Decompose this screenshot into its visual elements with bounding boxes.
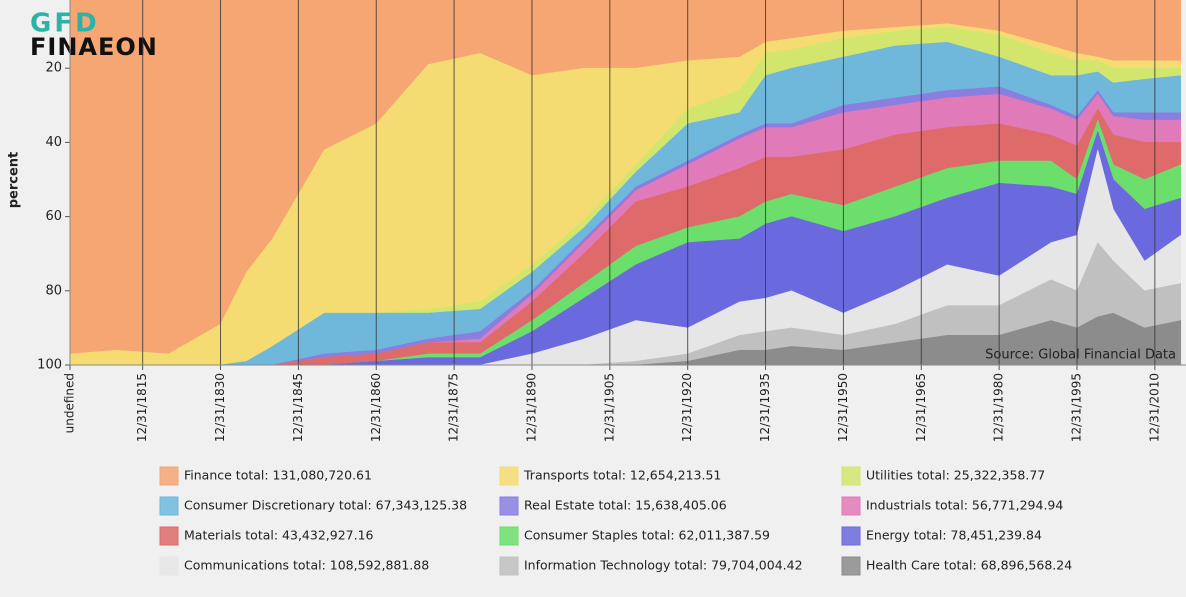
legend-swatch[interactable] (499, 466, 519, 486)
y-axis-label: percent (7, 152, 22, 209)
x-tick-label: 12/31/1890 (524, 373, 538, 442)
x-tick-label: 12/31/1950 (836, 373, 850, 442)
legend-swatch[interactable] (841, 496, 861, 516)
y-tick-label: 100 (37, 358, 62, 373)
legend-label[interactable]: Materials total: 43,432,927.16 (184, 528, 374, 543)
y-tick-label: 60 (45, 209, 62, 224)
x-tick-label: 12/31/1980 (992, 373, 1006, 442)
logo-top: GFD (30, 9, 100, 39)
x-tick-label: 12/31/1920 (680, 373, 694, 442)
source-note: Source: Global Financial Data (985, 348, 1176, 363)
y-tick-label: 20 (45, 61, 62, 76)
legend-swatch[interactable] (841, 556, 861, 576)
legend-swatch[interactable] (841, 526, 861, 546)
legend-label[interactable]: Information Technology total: 79,704,004… (524, 558, 803, 573)
legend-label[interactable]: Finance total: 131,080,720.61 (184, 468, 372, 483)
legend-label[interactable]: Consumer Discretionary total: 67,343,125… (184, 498, 467, 513)
legend-label[interactable]: Industrials total: 56,771,294.94 (866, 498, 1063, 513)
legend-swatch[interactable] (159, 556, 179, 576)
x-tick-label: 12/31/1935 (758, 373, 772, 442)
legend-swatch[interactable] (159, 496, 179, 516)
plot-area (69, 0, 1182, 366)
legend-swatch[interactable] (159, 526, 179, 546)
x-tick-label: 12/31/1860 (369, 373, 383, 442)
legend-label[interactable]: Health Care total: 68,896,568.24 (866, 558, 1072, 573)
y-tick-label: 80 (45, 283, 62, 298)
x-tick-label: 12/31/1830 (213, 373, 227, 442)
legend-swatch[interactable] (499, 556, 519, 576)
legend-label[interactable]: Consumer Staples total: 62,011,387.59 (524, 528, 770, 543)
legend-swatch[interactable] (159, 466, 179, 486)
legend-swatch[interactable] (499, 496, 519, 516)
logo-bottom: FINAEON (30, 33, 158, 61)
x-tick-label: 12/31/1965 (914, 373, 928, 442)
legend-label[interactable]: Real Estate total: 15,638,405.06 (524, 498, 727, 513)
legend-label[interactable]: Transports total: 12,654,213.51 (523, 468, 721, 483)
legend-label[interactable]: Communications total: 108,592,881.88 (184, 558, 429, 573)
legend-swatch[interactable] (499, 526, 519, 546)
legend-swatch[interactable] (841, 466, 861, 486)
x-tick-label: undefined (63, 373, 77, 433)
legend-label[interactable]: Utilities total: 25,322,358.77 (866, 468, 1045, 483)
x-tick-label: 12/31/1845 (291, 373, 305, 442)
y-tick-label: 40 (45, 135, 62, 150)
x-tick-label: 12/31/1875 (447, 373, 461, 442)
x-tick-label: 12/31/1815 (135, 373, 149, 442)
legend-label[interactable]: Energy total: 78,451,239.84 (866, 528, 1042, 543)
x-tick-label: 12/31/1905 (602, 373, 616, 442)
x-tick-label: 12/31/2010 (1147, 373, 1161, 442)
x-tick-label: 12/31/1995 (1069, 373, 1083, 442)
